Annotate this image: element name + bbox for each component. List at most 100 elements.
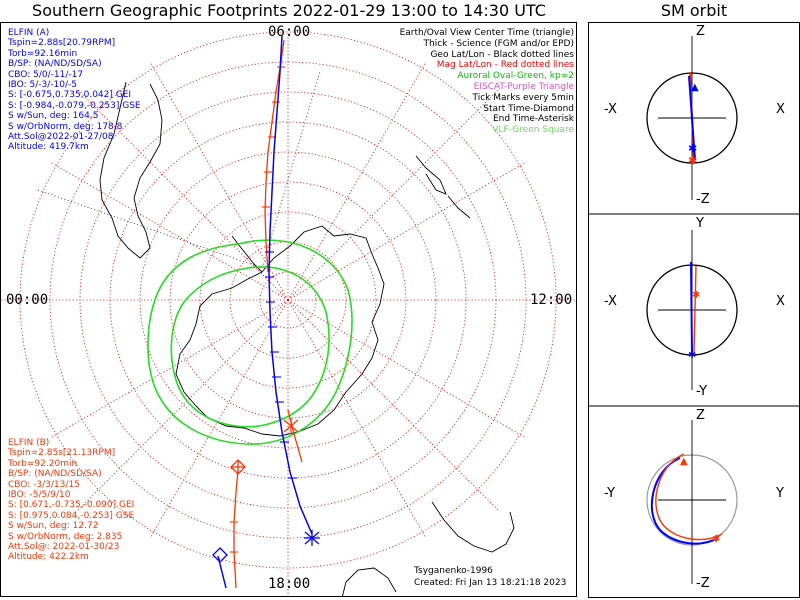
elfin-b-info-line: S: [0.671,-0.735,-0.090] GEI — [8, 500, 135, 511]
elfin-b-orbit — [693, 265, 697, 353]
elfin-b-info-line: CBO: -3/3/13/15 — [8, 479, 80, 490]
mag-ring — [199, 211, 377, 389]
elfin-b-info-line: Att.Sol@: 2022-01-30/23 — [8, 542, 120, 553]
elfin-b-info-line: B/SP: (NA/ND/SD/SA) — [8, 469, 102, 480]
elfin-a-info-line: S w/OrbNorm, deg: 178.8 — [8, 121, 123, 132]
geo-meridian — [261, 71, 321, 269]
orbit-3-left: -Y — [604, 486, 616, 501]
auroral-ovals — [147, 239, 353, 445]
legend-entry: End Time-Asterisk — [492, 114, 574, 125]
auroral-oval-inner — [170, 266, 330, 428]
elfin-b-orbit — [655, 453, 723, 541]
elfin-b-info: ELFIN (B) Tspin=2.85s[21.13RPM] Torb=92.20… — [8, 438, 134, 563]
elfin-a-end-asterisk — [304, 530, 320, 546]
map-content — [1, 31, 576, 596]
antarctica-coast — [175, 225, 385, 437]
orbit-2-top: Y — [696, 216, 704, 231]
legend-entry: VLF-Green Square — [492, 125, 574, 136]
legend-entry: EISCAT-Purple Triangle — [473, 81, 574, 92]
clock-label-1200: 12:00 — [530, 292, 573, 308]
australia-coast — [342, 567, 397, 596]
orbit-3-right: Y — [776, 486, 784, 501]
orbit-panel-xy: ✱ ✱ — [646, 230, 738, 390]
created-label: Created: Fri Jan 13 18:21:18 2023 — [414, 578, 567, 588]
orbit-panel-yz: ▲ ✱ — [646, 420, 738, 584]
elfin-a-info-line: Torb=92.16min — [8, 48, 78, 59]
elfin-a-info-line: Tspin=2.88s[20.79RPM] — [8, 38, 116, 49]
elfin-b-info-line: Altitude: 422.2km — [8, 552, 89, 563]
elfin-a-info-line: Altitude: 419.7km — [8, 142, 89, 153]
orbit-3-top: Z — [696, 408, 705, 423]
map-legend: Earth/Oval View Center Time (triangle) Th… — [400, 28, 574, 136]
orbit-2-right: X — [776, 294, 785, 309]
elfin-b-info-line: S: [0.975,0.084,-0.253] GSE — [8, 510, 135, 521]
map-title: Southern Geographic Footprints 2022-01-2… — [32, 1, 546, 20]
elfin-a-orbit — [688, 75, 696, 161]
orbit-1-bottom: -Z — [696, 192, 710, 207]
elfin-b-info-line: S w/Sun, deg: 12.72 — [8, 521, 99, 532]
geo-grid — [37, 71, 321, 269]
elfin-a-info: ELFIN (A) Tspin=2.88s[20.79RPM] Torb=92.16… — [8, 28, 141, 153]
elfin-a-orbit — [690, 261, 693, 355]
elfin-b-start-diamond — [230, 459, 246, 475]
elfin-a-info-line: IBO: 5/-3/-10/-5 — [8, 80, 77, 91]
orbit-1-right: X — [776, 102, 785, 117]
clock-label-1800: 18:00 — [268, 576, 311, 592]
legend-entry: Start Time-Diamond — [483, 103, 574, 114]
legend-entry: Tick Marks every 5min — [472, 92, 574, 103]
sm-orbit-panels: ▲ ✱ ✱ ✱ ✱ ▲ ✱ — [588, 22, 800, 598]
orbit-1-top: Z — [696, 24, 705, 39]
footprint-map — [0, 22, 577, 597]
svg-text:✱: ✱ — [688, 142, 697, 155]
svg-text:✱: ✱ — [688, 350, 696, 361]
svg-text:✱: ✱ — [692, 290, 700, 301]
orbit-1-left: -X — [604, 102, 617, 117]
elfin-a-orbit — [650, 457, 719, 545]
mag-ring — [139, 151, 437, 449]
elfin-a-info-line: B/SP: (NA/ND/SD/SA) — [8, 59, 102, 70]
orbit-3-bottom: -Z — [696, 576, 710, 591]
orbit-title: SM orbit — [660, 1, 728, 20]
elfin-b-info-line: Torb=92.20min — [8, 458, 78, 469]
orbit-panel-xz: ▲ ✱ ✱ — [646, 36, 738, 200]
coastlines — [99, 81, 515, 596]
elfin-a-track-main — [268, 35, 313, 535]
south-america-coast — [99, 81, 163, 259]
legend-entry: Earth/Oval View Center Time (triangle) — [399, 28, 574, 38]
svg-text:✱: ✱ — [688, 154, 697, 167]
model-label: Tsyganenko-1996 — [414, 566, 493, 576]
elfin-b-info-line: IBO: -5/5/9/10 — [8, 490, 71, 501]
svg-text:▲: ▲ — [691, 82, 699, 93]
svg-text:✱: ✱ — [712, 534, 720, 545]
mag-lon-grid — [1, 32, 576, 596]
elfin-a-start-diamond — [212, 547, 228, 563]
tasmania-coast — [447, 195, 471, 219]
elfin-b-info-line: S w/OrbNorm, deg: 2.835 — [8, 531, 123, 542]
elfin-a-ticks — [265, 251, 297, 479]
elfin-a-info-line: S: [-0.675,0.735,0.042] GEI — [8, 90, 132, 101]
elfin-b-track-lower — [287, 409, 303, 463]
legend-entry: Geo Lat/Lon - Black dotted lines — [430, 49, 574, 60]
orbit-2-bottom: -Y — [696, 384, 708, 399]
elfin-a-info-line: Att.Sol@2022-01-27/08 — [8, 132, 114, 143]
new-zealand-coast — [415, 155, 447, 195]
clock-label-0000: 00:00 — [6, 292, 49, 308]
legend-entry: Auroral Oval-Green, kp=2 — [457, 71, 574, 82]
elfin-a-info-line: S w/Sun, deg: 164.5 — [8, 111, 99, 122]
legend-entry: Thick - Science (FGM and/or EPD) — [423, 38, 574, 49]
elfin-a-info-line: ELFIN (A) — [8, 28, 50, 38]
legend-entry: Mag Lat/Lon - Red dotted lines — [436, 60, 574, 71]
start-time-diamond — [212, 547, 228, 563]
elfin-b-info-line: Tspin=2.85s[21.13RPM] — [8, 448, 116, 459]
svg-text:▲: ▲ — [680, 456, 688, 467]
orbit-2-left: -X — [604, 294, 617, 309]
auroral-oval-outer — [147, 239, 353, 445]
elfin-a-info-line: S: [-0.984,-0.079,-0.253] GSE — [8, 100, 141, 111]
map-frame — [0, 22, 577, 597]
elfin-a-info-line: CBO: 5/0/-11/-17 — [8, 69, 84, 80]
elfin-b-info-line: ELFIN (B) — [8, 438, 50, 448]
elfin-b-end-asterisk — [283, 418, 299, 434]
mag-ring — [19, 31, 557, 569]
mag-ring — [169, 181, 407, 419]
africa-coast — [431, 501, 515, 553]
